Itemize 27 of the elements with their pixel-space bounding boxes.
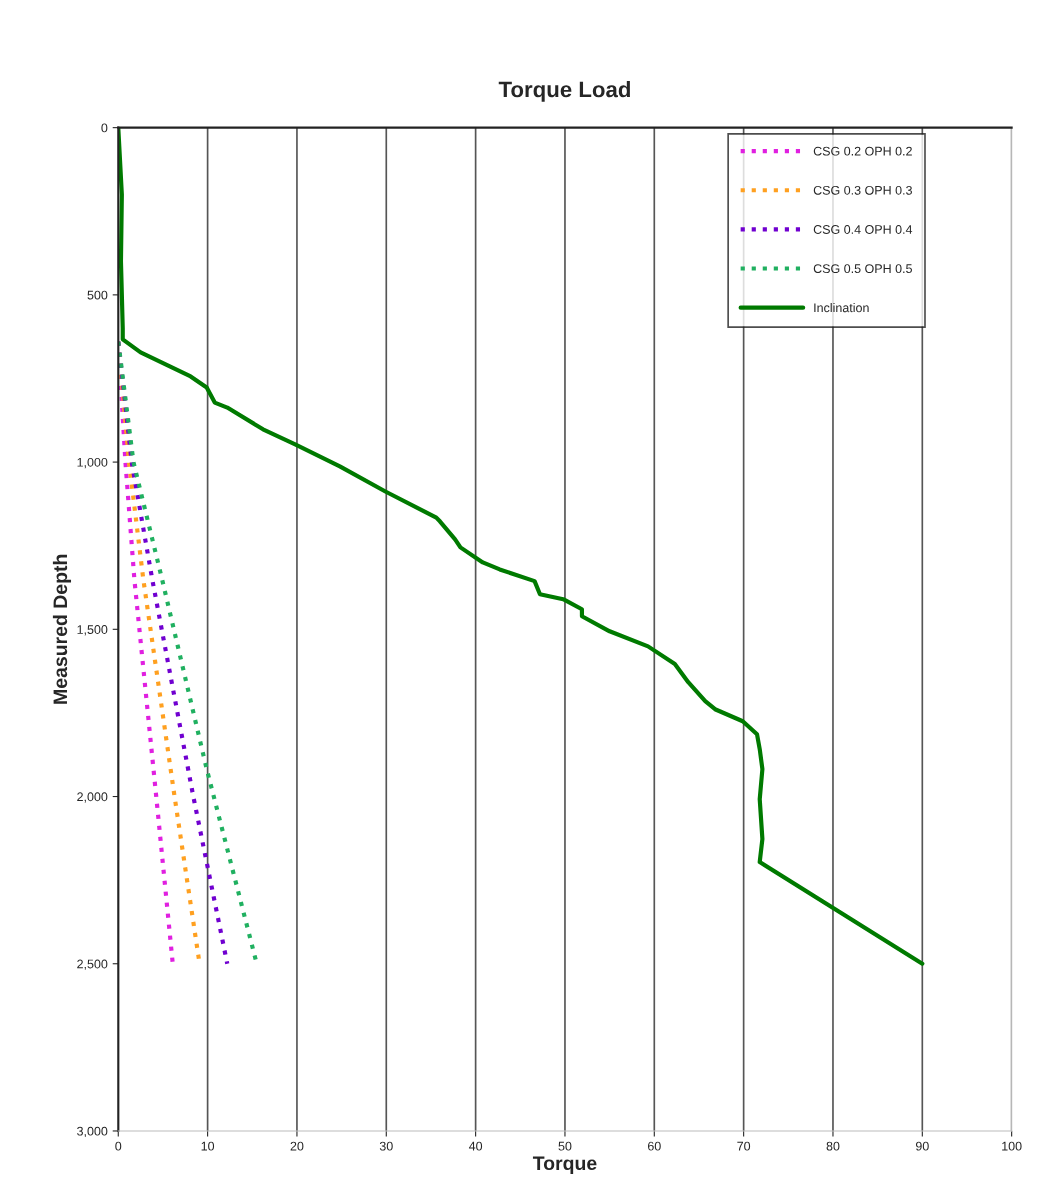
y-tick-label: 3,000 [77, 1126, 108, 1138]
legend-label: CSG 0.3 OPH 0.3 [813, 185, 912, 195]
x-tick-label: 30 [379, 1141, 393, 1151]
x-tick-label: 60 [647, 1141, 661, 1151]
x-tick-label: 100 [1002, 1141, 1022, 1151]
x-tick-label: 70 [737, 1141, 751, 1151]
x-axis-title: Torque [532, 1156, 597, 1174]
y-tick-label: 1,500 [77, 625, 108, 636]
line-series [118, 127, 925, 966]
x-tick-label: 80 [826, 1141, 840, 1151]
x-tick-label: 50 [558, 1141, 572, 1151]
x-tick-label: 40 [468, 1141, 483, 1151]
y-tick-label: 0 [101, 123, 108, 133]
y-tick-label: 2,000 [77, 792, 108, 803]
y-tick-label: 1,000 [77, 457, 108, 469]
x-tick-label: 20 [290, 1141, 304, 1151]
legend-label: CSG 0.2 OPH 0.2 [813, 146, 912, 156]
x-tick-label: 90 [915, 1141, 929, 1151]
legend-label: CSG 0.5 OPH 0.5 [813, 264, 912, 274]
y-tick-label: 500 [87, 290, 108, 300]
legend-label: CSG 0.4 OPH 0.4 [813, 225, 913, 234]
legend-label: Inclination [814, 303, 869, 313]
chart-title: Torque Load [498, 80, 630, 102]
x-tick-label: 10 [201, 1141, 215, 1151]
y-tick-label: 2,500 [77, 959, 108, 970]
y-axis-title: Measured Depth [52, 554, 72, 704]
x-tick-label: 0 [115, 1141, 122, 1151]
